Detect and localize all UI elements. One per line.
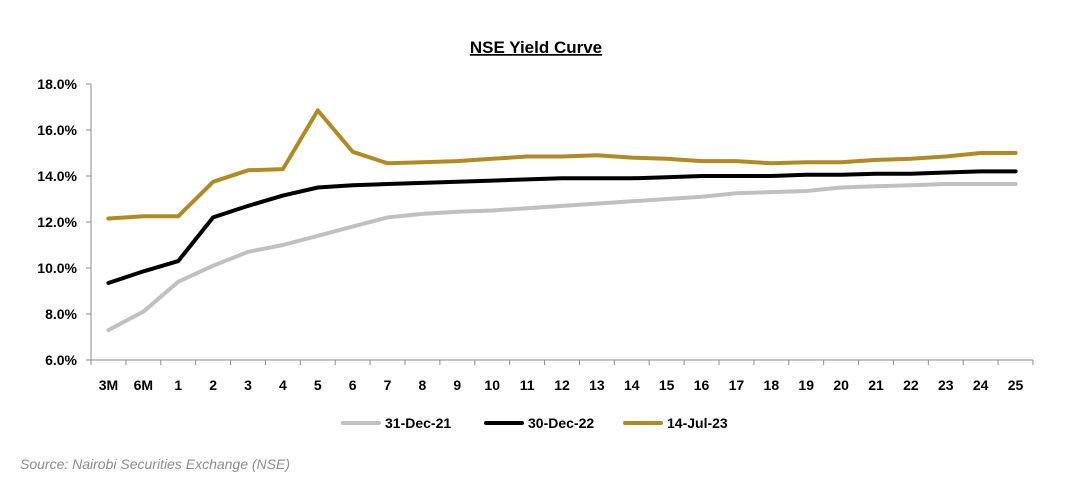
x-tick-label: 18 <box>764 377 780 393</box>
x-tick-label: 14 <box>624 377 640 393</box>
x-tick-label: 7 <box>384 377 392 393</box>
x-tick-label: 2 <box>209 377 217 393</box>
x-tick-label: 17 <box>729 377 745 393</box>
x-tick-label: 13 <box>589 377 605 393</box>
chart-title: NSE Yield Curve <box>470 38 602 57</box>
x-tick-label: 4 <box>279 377 287 393</box>
chart-legend: 31-Dec-21 30-Dec-22 14-Jul-23 <box>341 415 728 431</box>
x-tick-label: 20 <box>833 377 849 393</box>
x-axis-ticks: 3M 6M 1 2 3 4 5 6 7 8 9 10 11 12 13 14 15 16 17 18 19 20 21 22 2… <box>90 360 1034 393</box>
y-tick-label: 10.0% <box>37 260 77 276</box>
x-tick-label: 6M <box>134 377 153 393</box>
x-tick-label: 5 <box>314 377 322 393</box>
series-lines <box>106 108 1018 333</box>
series-line-14-jul-23 <box>106 108 1018 221</box>
x-tick-label: 23 <box>938 377 954 393</box>
x-tick-label: 3 <box>244 377 252 393</box>
x-tick-label: 15 <box>659 377 675 393</box>
x-tick-label: 22 <box>903 377 919 393</box>
y-tick-label: 12.0% <box>37 214 77 230</box>
x-tick-label: 12 <box>554 377 570 393</box>
x-tick-label: 3M <box>99 377 118 393</box>
x-tick-label: 16 <box>694 377 710 393</box>
x-tick-label: 19 <box>798 377 814 393</box>
x-tick-label: 1 <box>174 377 182 393</box>
y-tick-label: 16.0% <box>37 122 77 138</box>
y-tick-label: 14.0% <box>37 168 77 184</box>
x-tick-label: 9 <box>453 377 461 393</box>
legend-label: 31-Dec-21 <box>385 415 451 431</box>
y-tick-label: 6.0% <box>45 352 77 368</box>
y-axis-ticks: 6.0% 8.0% 10.0% 12.0% 14.0% 16.0% 18.0% <box>37 76 91 368</box>
y-tick-label: 18.0% <box>37 76 77 92</box>
x-tick-label: 24 <box>973 377 989 393</box>
x-tick-label: 8 <box>419 377 427 393</box>
series-line-30-dec-22 <box>106 169 1018 285</box>
legend-label: 14-Jul-23 <box>667 415 728 431</box>
chart-axes <box>90 84 1033 361</box>
x-tick-label: 25 <box>1008 377 1024 393</box>
x-tick-label: 10 <box>484 377 500 393</box>
x-tick-label: 11 <box>520 377 535 393</box>
source-note: Source: Nairobi Securities Exchange (NSE… <box>20 456 291 472</box>
x-tick-label: 6 <box>349 377 357 393</box>
legend-label: 30-Dec-22 <box>528 415 594 431</box>
series-line-31-dec-21 <box>106 182 1018 333</box>
x-tick-label: 21 <box>868 377 884 393</box>
y-tick-label: 8.0% <box>45 306 77 322</box>
